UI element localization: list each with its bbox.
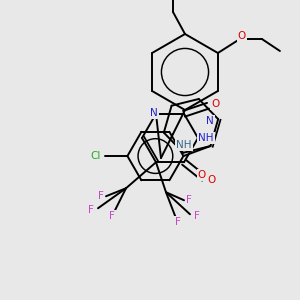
Text: N: N (150, 108, 158, 118)
Text: F: F (109, 211, 115, 221)
Text: N: N (206, 116, 214, 126)
Text: F: F (194, 211, 200, 221)
Text: F: F (186, 195, 192, 205)
Text: NH: NH (198, 133, 214, 143)
Text: O: O (238, 31, 246, 41)
Text: NH: NH (176, 140, 192, 150)
Text: F: F (88, 205, 94, 215)
Text: O: O (198, 170, 206, 180)
Text: F: F (98, 191, 104, 201)
Text: Cl: Cl (90, 151, 100, 161)
Text: O: O (211, 99, 219, 109)
Text: F: F (175, 217, 181, 227)
Text: O: O (207, 175, 215, 185)
